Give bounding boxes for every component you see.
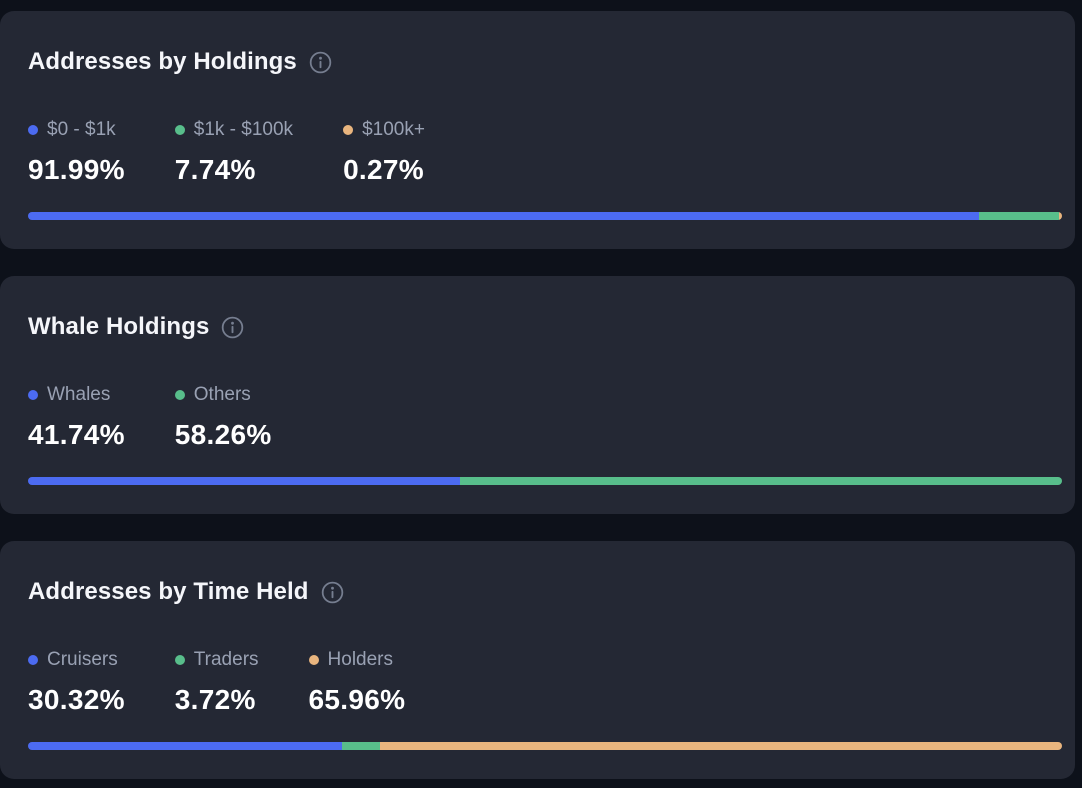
legend-dot-icon	[174, 390, 185, 400]
bar-segment	[28, 742, 342, 750]
legend-label: Traders	[193, 649, 259, 670]
info-icon[interactable]	[321, 581, 344, 604]
legend-item: Others	[174, 384, 272, 406]
legend-dot-icon	[174, 655, 185, 665]
info-icon[interactable]	[309, 51, 332, 74]
distribution-bar	[28, 742, 1062, 750]
card-addresses-by-time-held: Addresses by Time Held Cruisers 30.32% Tra…	[0, 541, 1075, 779]
legend-dot-icon	[28, 125, 38, 135]
legend-item: Traders	[174, 649, 259, 671]
legend-item: Cruisers	[28, 649, 125, 671]
card-title: Whale Holdings	[28, 313, 210, 340]
legend-grid: Cruisers 30.32% Traders 3.72% Holders 65.96%	[28, 649, 1062, 716]
bar-segment	[379, 742, 1062, 750]
bar-segment	[979, 212, 1060, 220]
segment-value: 41.74%	[28, 419, 125, 450]
legend-grid: $0 - $1k 91.99% $1k - $100k 7.74% $100k+ 0.27…	[28, 119, 1062, 186]
segment-column: $1k - $100k 7.74%	[174, 119, 294, 186]
legend-label: $100k+	[362, 119, 425, 140]
legend-grid: Whales 41.74% Others 58.26%	[28, 384, 1062, 451]
bar-segment	[28, 477, 460, 485]
card-header: Whale Holdings	[28, 312, 1062, 342]
segment-value: 3.72%	[174, 684, 256, 715]
legend-label: Whales	[47, 384, 111, 405]
segment-column: Traders 3.72%	[174, 649, 259, 716]
legend-label: Others	[193, 384, 251, 405]
legend-dot-icon	[28, 655, 38, 665]
segment-value: 30.32%	[28, 684, 125, 715]
segment-column: $0 - $1k 91.99%	[28, 119, 125, 186]
legend-item: $0 - $1k	[28, 119, 125, 141]
legend-dot-icon	[308, 655, 319, 665]
card-addresses-by-holdings: Addresses by Holdings $0 - $1k 91.99% $1k …	[0, 11, 1075, 249]
card-title: Addresses by Time Held	[28, 578, 309, 605]
bar-segment	[28, 212, 980, 220]
segment-value: 91.99%	[28, 154, 125, 185]
legend-label: $1k - $100k	[193, 119, 294, 140]
segment-value: 65.96%	[308, 684, 406, 715]
distribution-bar	[28, 212, 1062, 220]
segment-column: Cruisers 30.32%	[28, 649, 125, 716]
legend-item: Whales	[28, 384, 125, 406]
info-icon[interactable]	[221, 316, 244, 339]
segment-value: 0.27%	[343, 154, 424, 185]
legend-dot-icon	[174, 125, 185, 135]
legend-dot-icon	[28, 390, 38, 400]
distribution-bar	[28, 477, 1062, 485]
card-header: Addresses by Time Held	[28, 577, 1062, 607]
segment-value: 7.74%	[174, 154, 256, 185]
legend-label: Holders	[327, 649, 394, 670]
segment-value: 58.26%	[174, 419, 272, 450]
legend-label: Cruisers	[47, 649, 118, 670]
segment-column: $100k+ 0.27%	[343, 119, 425, 186]
segment-column: Holders 65.96%	[308, 649, 406, 716]
bar-segment	[341, 742, 380, 750]
legend-label: $0 - $1k	[47, 119, 116, 140]
legend-dot-icon	[343, 125, 354, 135]
bar-segment	[1059, 212, 1062, 220]
legend-item: $100k+	[343, 119, 425, 141]
legend-item: Holders	[308, 649, 406, 671]
card-title: Addresses by Holdings	[28, 48, 297, 75]
legend-item: $1k - $100k	[174, 119, 294, 141]
segment-column: Whales 41.74%	[28, 384, 125, 451]
bar-segment	[459, 477, 1062, 485]
segment-column: Others 58.26%	[174, 384, 272, 451]
card-header: Addresses by Holdings	[28, 47, 1062, 77]
card-whale-holdings: Whale Holdings Whales 41.74% Others 58.26%	[0, 276, 1075, 514]
